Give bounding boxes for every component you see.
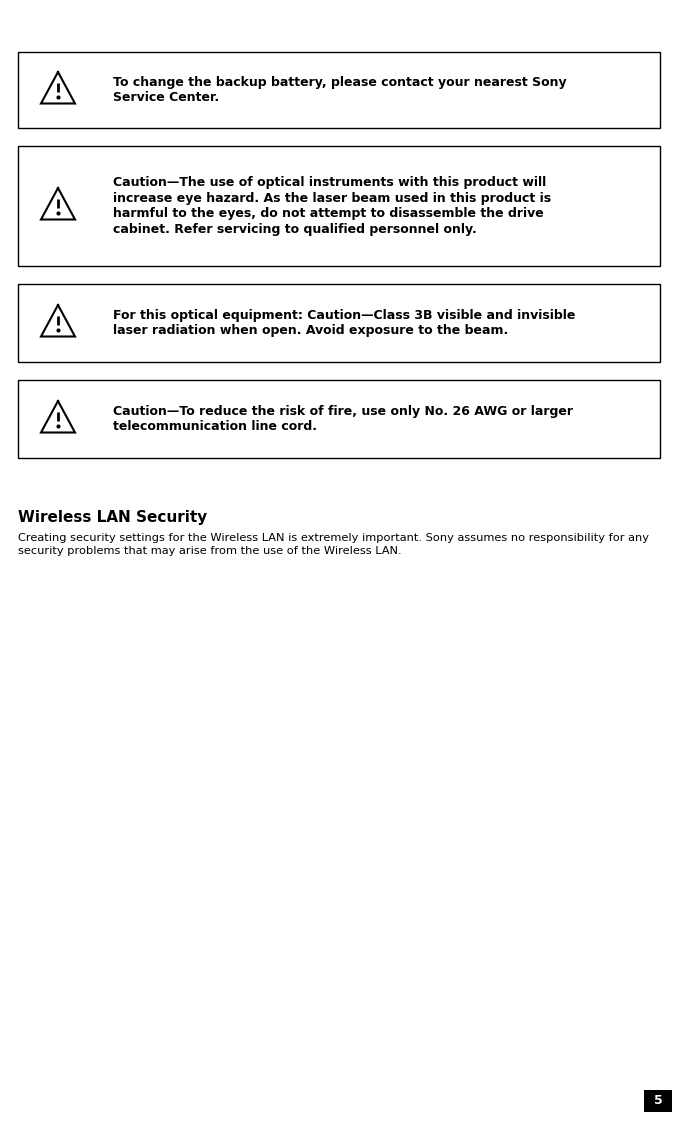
Bar <box>18 146 660 266</box>
Bar <box>18 52 660 128</box>
Text: Service Center.: Service Center. <box>113 91 219 105</box>
Text: Caution—The use of optical instruments with this product will: Caution—The use of optical instruments w… <box>113 177 546 189</box>
Text: cabinet. Refer servicing to qualified personnel only.: cabinet. Refer servicing to qualified pe… <box>113 223 477 235</box>
Bar <box>18 284 660 361</box>
Polygon shape <box>41 305 75 337</box>
Text: Creating security settings for the Wireless LAN is extremely important. Sony ass: Creating security settings for the Wirel… <box>18 533 649 543</box>
Bar <box>644 1090 672 1112</box>
Text: 5: 5 <box>654 1094 662 1108</box>
Text: increase eye hazard. As the laser beam used in this product is: increase eye hazard. As the laser beam u… <box>113 191 551 205</box>
Text: Wireless LAN Security: Wireless LAN Security <box>18 510 207 525</box>
Polygon shape <box>41 401 75 432</box>
Text: laser radiation when open. Avoid exposure to the beam.: laser radiation when open. Avoid exposur… <box>113 324 508 338</box>
Polygon shape <box>41 72 75 104</box>
Text: Caution—To reduce the risk of fire, use only No. 26 AWG or larger: Caution—To reduce the risk of fire, use … <box>113 404 573 418</box>
Bar <box>18 379 660 458</box>
Text: To change the backup battery, please contact your nearest Sony: To change the backup battery, please con… <box>113 75 567 89</box>
Polygon shape <box>41 188 75 220</box>
Text: telecommunication line cord.: telecommunication line cord. <box>113 420 317 434</box>
Text: For this optical equipment: Caution—Class 3B visible and invisible: For this optical equipment: Caution—Clas… <box>113 309 576 322</box>
Text: security problems that may arise from the use of the Wireless LAN.: security problems that may arise from th… <box>18 546 401 556</box>
Text: harmful to the eyes, do not attempt to disassemble the drive: harmful to the eyes, do not attempt to d… <box>113 207 544 221</box>
